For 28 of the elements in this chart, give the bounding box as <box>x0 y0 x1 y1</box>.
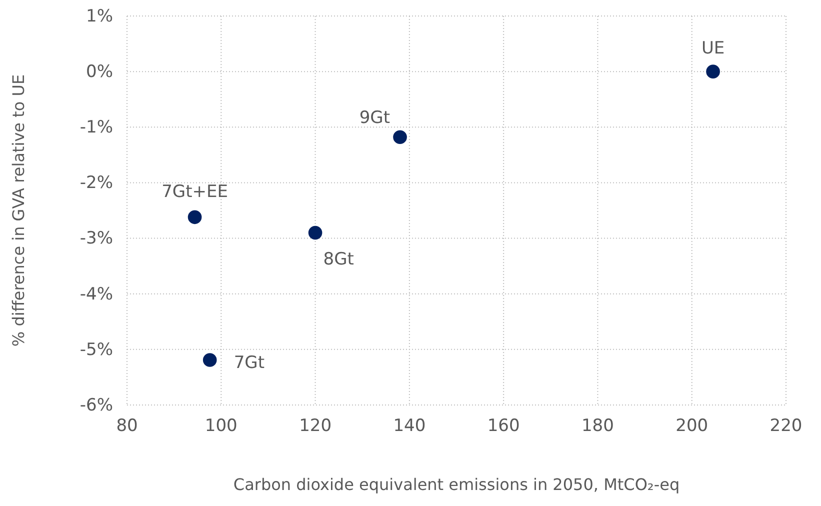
annotation: 8Gt <box>323 250 354 270</box>
y-tick-label: -3% <box>80 228 113 249</box>
y-tick-label: -5% <box>80 340 113 360</box>
x-axis-title: Carbon dioxide equivalent emissions in 2050, MtCO₂-eq <box>233 475 680 494</box>
x-tick-label: 80 <box>116 416 138 436</box>
x-tick-label: 140 <box>393 416 426 436</box>
annotation: 7Gt <box>234 352 265 373</box>
point <box>188 210 202 224</box>
y-tick-label: -1% <box>80 118 113 138</box>
point <box>308 226 322 240</box>
point <box>706 64 720 78</box>
x-tick-label: 120 <box>299 416 332 436</box>
x-tick-label: 160 <box>487 416 520 436</box>
point <box>393 130 407 144</box>
y-tick-label: -4% <box>80 284 113 304</box>
x-tick-label: 180 <box>581 416 614 436</box>
x-tick-label: 100 <box>204 416 238 436</box>
x-tick-label: 200 <box>676 416 708 436</box>
annotation: 9Gt <box>359 108 390 128</box>
annotation: 7Gt+EE <box>162 182 228 202</box>
y-tick-label: 1% <box>86 6 113 26</box>
y-tick-label: 0% <box>86 62 113 82</box>
point <box>202 353 217 367</box>
y-tick-label: -6% <box>80 395 113 416</box>
y-axis-title: % difference in GVA relative to UE <box>9 74 28 347</box>
x-tick-label: 220 <box>770 416 802 436</box>
annotation: UE <box>701 38 725 59</box>
y-tick-label: -2% <box>80 173 113 194</box>
